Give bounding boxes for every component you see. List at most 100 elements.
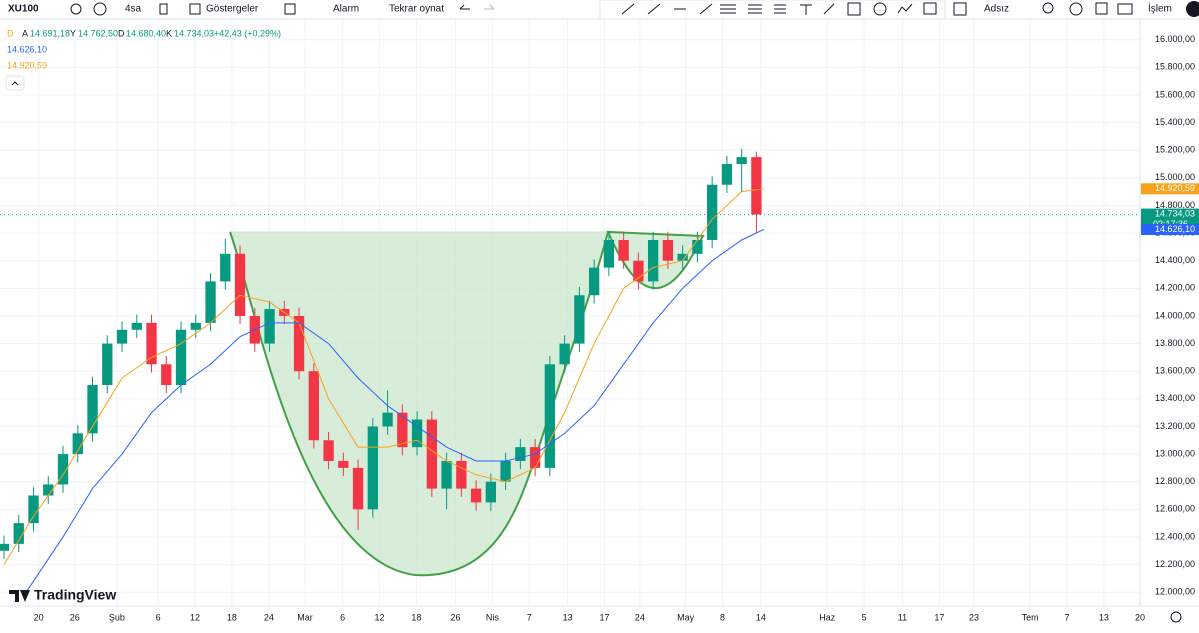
trend-line[interactable] <box>621 3 635 15</box>
candle-body <box>190 322 201 330</box>
indicators[interactable]: Göstergeler <box>206 4 259 15</box>
x-tick-label: 14 <box>756 612 766 622</box>
candle-body <box>234 253 246 316</box>
candle-body <box>352 467 364 510</box>
y-tick-label: 15.600,00 <box>1155 89 1195 99</box>
y-tick-label: 15.000,00 <box>1155 172 1195 182</box>
x-tick-label: 11 <box>898 612 907 622</box>
x-tick-label: Tem <box>1022 612 1039 622</box>
brush[interactable] <box>823 3 835 15</box>
trade-button[interactable]: İşlem <box>1148 2 1172 15</box>
price-tag <box>1141 223 1199 235</box>
candle-body <box>574 295 585 344</box>
candle-body <box>456 460 467 489</box>
y-tick-label: 13.200,00 <box>1155 421 1195 431</box>
y-tick-label: 14.400,00 <box>1155 255 1195 265</box>
ohlc-key: Y <box>70 28 76 38</box>
interval[interactable]: 4sa <box>125 4 142 15</box>
text-tool[interactable] <box>800 4 812 15</box>
rect-tool[interactable] <box>847 2 861 16</box>
x-tick-label: Nis <box>486 612 499 622</box>
brand-logo <box>9 590 30 602</box>
axis-settings[interactable] <box>1170 611 1182 623</box>
screenshot[interactable] <box>1117 3 1133 15</box>
layout-name[interactable]: Adsız <box>984 4 1009 15</box>
drawing-tools <box>599 0 946 20</box>
ohlc-key: A <box>22 28 28 38</box>
candle-body <box>529 447 541 468</box>
y-tick-label: 15.200,00 <box>1155 145 1195 155</box>
ohlc-key: D <box>118 28 125 38</box>
candle-body <box>677 253 688 261</box>
replay[interactable]: Tekrar oynat <box>389 4 444 15</box>
candle-body <box>751 157 762 215</box>
x-tick-label: 13 <box>1099 612 1109 622</box>
candle-body <box>426 419 438 489</box>
redo[interactable] <box>484 4 495 10</box>
candle-body <box>308 371 319 441</box>
pattern[interactable] <box>897 3 913 14</box>
y-tick-label: 12.200,00 <box>1155 559 1195 569</box>
fib[interactable] <box>720 4 736 14</box>
moving-average <box>25 229 765 593</box>
x-tick-label: 5 <box>862 612 867 622</box>
candle-body <box>0 543 10 551</box>
y-tick-label: 12.000,00 <box>1155 587 1195 597</box>
candle-body <box>515 447 526 461</box>
channel[interactable] <box>699 3 713 15</box>
candle-body <box>43 484 54 496</box>
search[interactable] <box>1042 2 1054 14</box>
x-tick-label: 23 <box>969 612 979 622</box>
marks <box>0 148 1140 593</box>
legend-period: D <box>7 28 14 38</box>
candle-body <box>736 157 747 165</box>
candle-body <box>87 385 98 434</box>
ray[interactable] <box>647 3 661 15</box>
candle-body <box>382 412 393 427</box>
ohlc-value: 14.691,18 <box>30 28 70 38</box>
candle-body <box>220 253 231 282</box>
undo[interactable] <box>459 4 470 10</box>
x-tick-label: 24 <box>635 612 645 622</box>
y-tick-label: 13.600,00 <box>1155 366 1195 376</box>
ma-slow-value: 14.626,10 <box>7 44 47 54</box>
indicators-icon[interactable] <box>189 3 201 15</box>
collapse-legend[interactable] <box>5 75 25 91</box>
circle-tool[interactable] <box>873 2 887 16</box>
y-tick-label: 12.600,00 <box>1155 504 1195 514</box>
y-tick-label: 14.200,00 <box>1155 283 1195 293</box>
ohlc-value: 14.734,03 <box>174 28 214 38</box>
watch-icon[interactable] <box>70 3 82 15</box>
x-tick-label: 26 <box>450 612 460 622</box>
candle-body <box>706 184 718 240</box>
note[interactable] <box>923 2 937 15</box>
pitchfork[interactable] <box>774 4 786 14</box>
x-tick-label: 7 <box>1064 612 1069 622</box>
collapse-icon <box>11 81 19 86</box>
y-tick-label: 14.800,00 <box>1155 200 1195 210</box>
x-tick-label: 6 <box>340 612 345 622</box>
symbol[interactable]: XU100 <box>8 4 39 15</box>
candle-body <box>146 322 157 365</box>
settings[interactable] <box>1069 2 1083 16</box>
candle-body <box>441 460 452 489</box>
candle-body <box>175 329 187 386</box>
x-tick-label: 17 <box>934 612 944 622</box>
x-tick-label: 26 <box>70 612 80 622</box>
gann[interactable] <box>748 4 762 14</box>
x-tick-label: 13 <box>563 612 573 622</box>
y-tick-label: 14.000,00 <box>1155 310 1195 320</box>
price-tag-label: 14.920,59 <box>1155 183 1195 193</box>
candle-body <box>102 343 113 386</box>
add-icon[interactable] <box>93 2 107 16</box>
chart-type-icon[interactable] <box>159 3 168 15</box>
candle-body <box>367 426 378 510</box>
x-tick-label: 6 <box>156 612 161 622</box>
alert[interactable]: Alarm <box>333 4 359 15</box>
select[interactable] <box>953 2 967 16</box>
avatar[interactable] <box>1186 1 1199 17</box>
candle-body <box>500 460 511 482</box>
templates-icon[interactable] <box>284 3 296 15</box>
fullscreen[interactable] <box>1095 2 1108 15</box>
